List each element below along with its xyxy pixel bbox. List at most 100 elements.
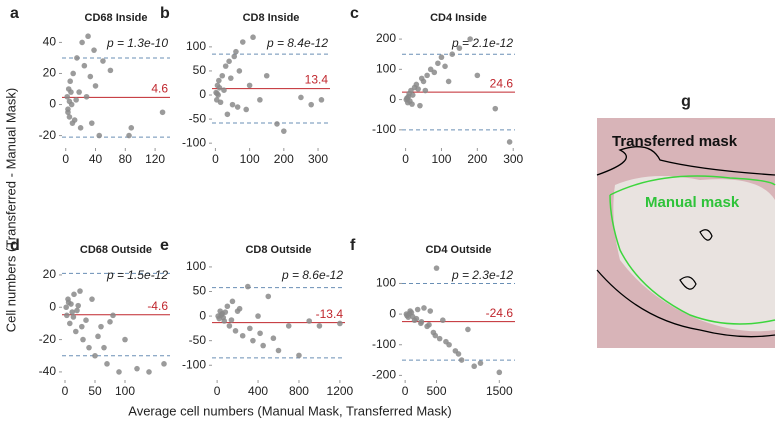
point — [455, 351, 462, 357]
x-tick-label: 0 — [62, 152, 69, 166]
x-tick-label: 100 — [115, 384, 135, 398]
point — [226, 58, 232, 65]
point — [81, 62, 88, 69]
y-tick-label: 50 — [193, 63, 207, 77]
point — [250, 34, 256, 41]
point — [146, 369, 152, 375]
point — [236, 68, 243, 74]
point — [65, 106, 71, 112]
point — [67, 320, 73, 327]
point — [89, 296, 95, 302]
y-tick-label: 20 — [43, 66, 57, 80]
point — [219, 72, 226, 79]
point — [270, 335, 277, 342]
point — [69, 309, 75, 315]
x-tick-label: 100 — [240, 152, 260, 166]
mean-label: -24.6 — [486, 306, 514, 320]
point — [92, 83, 99, 89]
point — [247, 325, 253, 332]
y-tick-label: 0 — [49, 299, 56, 313]
point — [467, 36, 473, 42]
mean-label: -13.4 — [316, 307, 344, 321]
point — [96, 132, 103, 139]
point — [71, 291, 77, 298]
y-tick-label: 100 — [186, 259, 206, 273]
point — [316, 323, 323, 329]
point — [424, 72, 430, 79]
point — [263, 72, 270, 79]
x-tick-label: 120 — [145, 152, 165, 166]
point — [436, 335, 443, 342]
point — [233, 48, 239, 55]
point — [243, 106, 250, 113]
x-tick-label: 40 — [89, 152, 103, 166]
point — [234, 104, 241, 110]
x-tick-label: 300 — [308, 152, 328, 166]
y-tick-label: 0 — [49, 97, 56, 111]
point — [128, 125, 135, 131]
point — [224, 111, 231, 118]
x-tick-label: 200 — [467, 152, 487, 166]
y-tick-label: -50 — [189, 111, 207, 125]
y-tick-label: 100 — [376, 62, 396, 76]
panel-letter: b — [160, 5, 170, 22]
point — [246, 82, 253, 89]
point — [70, 70, 76, 77]
transferred-outline — [679, 229, 713, 290]
y-tick-label: -40 — [39, 364, 57, 378]
point — [222, 309, 229, 315]
point — [216, 84, 223, 91]
point — [413, 315, 420, 322]
point — [122, 336, 128, 343]
point — [445, 78, 452, 85]
point — [64, 312, 70, 319]
point — [79, 323, 85, 330]
y-tick-label: 20 — [43, 267, 57, 281]
x-tick-label: 0 — [214, 384, 221, 398]
x-tick-label: 50 — [88, 384, 102, 398]
point — [228, 317, 235, 323]
point — [281, 128, 287, 134]
p-value: p = 1.5e-12 — [106, 268, 168, 282]
point — [126, 132, 132, 139]
point — [438, 54, 445, 61]
manual-label: Manual mask — [645, 194, 740, 211]
point — [449, 51, 456, 58]
x-tick-label: 80 — [119, 152, 133, 166]
point — [75, 302, 81, 309]
point — [418, 75, 425, 82]
point — [296, 352, 302, 359]
point — [239, 332, 246, 339]
transferred-label: Transferred mask — [612, 133, 738, 150]
chart-title: CD68 Inside — [85, 12, 148, 24]
y-tick-label: -50 — [189, 333, 207, 347]
point — [274, 121, 280, 127]
point — [220, 314, 227, 321]
point — [74, 55, 80, 61]
point — [442, 63, 448, 70]
point — [83, 317, 89, 323]
point — [116, 369, 122, 375]
y-tick-label: -100 — [182, 357, 206, 371]
x-tick-label: 0 — [402, 152, 409, 166]
point — [285, 323, 292, 329]
x-tick-label: 0 — [212, 152, 219, 166]
x-axis-label: Average cell numbers (Manual Mask, Trans… — [128, 403, 451, 418]
point — [216, 77, 222, 84]
point — [306, 318, 312, 324]
x-tick-label: 1200 — [327, 384, 354, 398]
point — [77, 288, 83, 294]
point — [265, 293, 272, 300]
point — [80, 336, 86, 343]
x-tick-label: 400 — [248, 384, 268, 398]
panel-letter: a — [10, 5, 19, 22]
point — [409, 101, 415, 107]
point — [224, 303, 231, 310]
y-tick-label: -100 — [182, 135, 206, 149]
point — [432, 332, 439, 339]
point — [231, 53, 238, 60]
point — [477, 360, 484, 366]
point — [417, 102, 423, 109]
point — [65, 299, 72, 306]
